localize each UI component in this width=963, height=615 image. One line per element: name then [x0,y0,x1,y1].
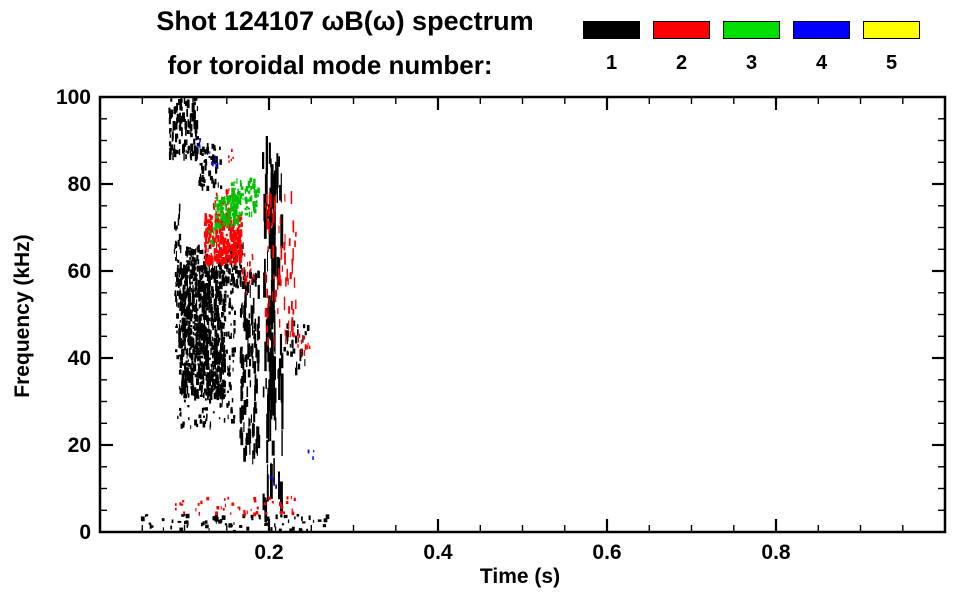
svg-text:60: 60 [68,260,91,283]
legend-label-mode-4: 4 [815,52,828,74]
svg-text:80: 80 [68,173,91,196]
legend-swatch-mode-1 [583,21,640,39]
svg-text:0.4: 0.4 [423,541,453,564]
legend-swatch-mode-5 [863,21,920,39]
svg-text:40: 40 [68,347,91,370]
series-mode-2 [174,148,311,517]
legend-label-mode-3: 3 [745,52,758,74]
legend-swatch-mode-2 [653,21,710,39]
tick-labels: 0.2 0.4 0.6 0.8 0 20 40 60 80 100 [56,86,791,564]
minor-ticks [100,97,945,532]
legend-label-mode-5: 5 [885,52,898,74]
svg-text:0: 0 [79,521,91,544]
chart-title: Shot 124107 ωB(ω) spectrum [156,6,534,36]
svg-text:0.6: 0.6 [592,541,621,564]
legend-swatch-mode-4 [793,21,850,39]
svg-text:0.8: 0.8 [761,541,791,564]
legend-swatches [583,21,920,39]
legend-swatch-mode-3 [723,21,780,39]
legend-labels: 1 2 3 4 5 [583,52,920,75]
plot-frame [98,95,947,534]
chart-subtitle: for toroidal mode number: [167,50,493,80]
x-axis-label: Time (s) [479,565,561,588]
svg-text:0.2: 0.2 [254,541,283,564]
series-mode-3 [208,177,260,246]
legend-label-mode-2: 2 [675,52,688,74]
series-mode-1 [140,97,330,532]
svg-text:20: 20 [68,434,91,457]
series-mode-4 [198,138,315,489]
major-ticks [100,97,945,532]
legend-label-mode-1: 1 [605,52,618,74]
svg-text:100: 100 [56,86,91,109]
